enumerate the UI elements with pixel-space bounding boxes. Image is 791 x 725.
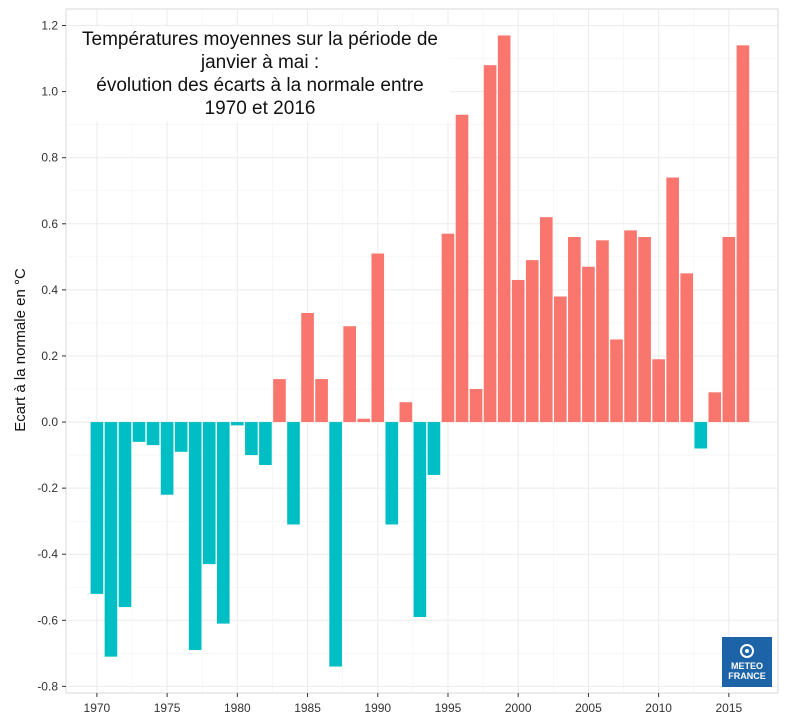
x-tick-label: 1980 xyxy=(224,701,251,715)
title-line-4: 1970 et 2016 xyxy=(204,98,316,119)
bar-2006 xyxy=(596,240,609,423)
x-tick-label: 2010 xyxy=(645,701,672,715)
bar-1986 xyxy=(315,379,328,423)
x-tick-label: 1985 xyxy=(294,701,321,715)
bar-1999 xyxy=(497,35,511,423)
y-tick-label: 1.2 xyxy=(41,19,58,33)
bar-2001 xyxy=(525,260,539,423)
title-line-1: Températures moyennes sur la période de xyxy=(82,29,438,50)
x-tick-label: 1975 xyxy=(154,701,181,715)
bar-2016 xyxy=(736,45,750,423)
y-tick-label: -0.8 xyxy=(37,679,58,693)
bar-1993 xyxy=(413,422,427,617)
bar-1995 xyxy=(441,233,455,423)
x-tick-label: 1970 xyxy=(84,701,111,715)
x-tick-label: 2005 xyxy=(575,701,602,715)
logo-line-2: FRANCE xyxy=(728,671,766,681)
bar-1992 xyxy=(399,402,413,423)
bar-1991 xyxy=(385,422,399,525)
bar-1976 xyxy=(174,422,188,452)
bar-2005 xyxy=(582,266,595,423)
x-tick-label: 1990 xyxy=(364,701,391,715)
bar-1973 xyxy=(132,422,146,442)
bar-1989 xyxy=(357,418,371,423)
bar-1987 xyxy=(329,422,342,667)
y-axis-title: Ecart à la normale en °C xyxy=(12,268,29,432)
bar-1979 xyxy=(216,422,230,624)
y-tick-label: 0.6 xyxy=(41,217,58,231)
x-tick-label: 2015 xyxy=(715,701,742,715)
bar-1994 xyxy=(427,422,441,475)
bar-2003 xyxy=(554,296,567,423)
bar-1998 xyxy=(483,65,497,423)
logo-emblem-icon xyxy=(740,644,754,658)
title-line-3: évolution des écarts à la normale entre xyxy=(96,75,424,96)
bar-1971 xyxy=(104,422,118,657)
bar-1981 xyxy=(245,422,258,456)
bar-2007 xyxy=(610,339,623,423)
bar-1978 xyxy=(202,422,216,565)
chart-title: Températures moyennes sur la période de … xyxy=(70,26,450,122)
bar-1977 xyxy=(188,422,202,651)
bar-2012 xyxy=(680,273,694,423)
bar-1975 xyxy=(160,422,174,495)
y-tick-label: 0.2 xyxy=(41,349,58,363)
bar-1982 xyxy=(259,422,272,465)
bar-1980 xyxy=(231,422,244,426)
bar-2011 xyxy=(666,177,679,423)
meteo-france-logo: METEO FRANCE xyxy=(722,637,772,687)
bar-1970 xyxy=(90,422,104,594)
bar-2000 xyxy=(511,279,525,423)
y-tick-label: 0.4 xyxy=(41,283,58,297)
x-axis: 1970 1975 1980 1985 1990 1995 2000 2005 2010 2015 xyxy=(84,693,743,715)
bar-2015 xyxy=(722,237,736,423)
bar-1996 xyxy=(455,114,469,423)
y-tick-label: -0.6 xyxy=(37,613,58,627)
bar-2004 xyxy=(568,237,581,423)
bar-1983 xyxy=(273,379,286,423)
bar-1997 xyxy=(469,389,483,423)
title-line-2: janvier à mai : xyxy=(200,52,320,73)
bar-1985 xyxy=(301,313,314,423)
bar-2013 xyxy=(694,422,708,449)
x-tick-label: 1995 xyxy=(435,701,462,715)
bar-2009 xyxy=(638,237,651,423)
bar-2010 xyxy=(652,359,665,423)
bar-2002 xyxy=(539,217,553,423)
logo-line-1: METEO xyxy=(730,661,763,671)
y-tick-label: -0.4 xyxy=(37,547,58,561)
bar-2008 xyxy=(624,230,637,423)
y-tick-label: 0.8 xyxy=(41,151,58,165)
x-tick-label: 2000 xyxy=(505,701,532,715)
y-tick-label: 0.0 xyxy=(41,415,58,429)
bar-1984 xyxy=(287,422,300,525)
bars xyxy=(90,35,750,667)
bar-1974 xyxy=(146,422,160,446)
bar-1972 xyxy=(118,422,132,608)
y-tick-label: -0.2 xyxy=(37,481,58,495)
y-tick-label: 1.0 xyxy=(41,85,58,99)
bar-1990 xyxy=(371,253,385,423)
y-axis: -0.8 -0.6 -0.4 -0.2 0.0 0.2 0.4 0.6 0.8 1.0 1.2 xyxy=(37,19,66,693)
bar-2014 xyxy=(708,392,722,423)
bar-1988 xyxy=(343,326,356,423)
